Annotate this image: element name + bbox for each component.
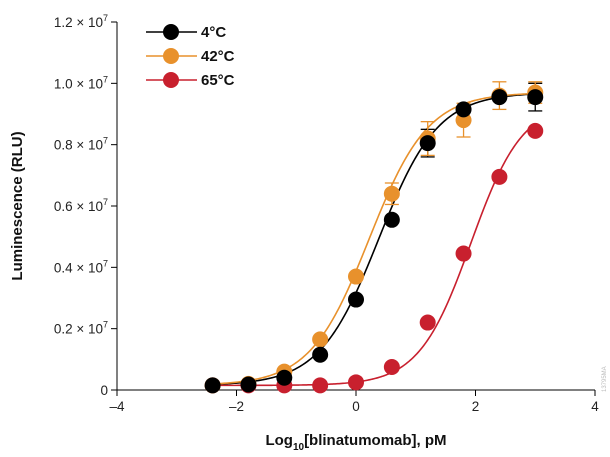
y-tick-label: 0.4 × 107 <box>54 258 108 275</box>
y-tick-label-mantissa: 0.2 × 10 <box>54 322 103 337</box>
fit-curve <box>212 93 536 386</box>
y-tick-label: 1.2 × 107 <box>54 13 108 30</box>
watermark-code: 13795MA <box>602 366 608 392</box>
y-tick-label-mantissa: 1.2 × 10 <box>54 15 103 30</box>
y-tick-label-exponent: 7 <box>103 197 108 207</box>
data-point <box>419 314 436 331</box>
x-tick-label: 0 <box>352 399 360 414</box>
x-axis-title-main: Log <box>265 432 293 449</box>
error-bars <box>384 81 543 206</box>
y-tick-label-exponent: 7 <box>103 74 108 84</box>
legend-label: 4°C <box>201 24 226 41</box>
data-point <box>455 245 472 262</box>
legend-label: 42°C <box>201 48 235 65</box>
y-tick-label-exponent: 7 <box>103 13 108 23</box>
data-point <box>527 89 544 106</box>
y-tick-label-exponent: 7 <box>103 136 108 146</box>
y-tick-label-exponent: 7 <box>103 258 108 268</box>
y-tick-label: 0.6 × 107 <box>54 197 108 214</box>
y-tick-label-mantissa: 0.6 × 10 <box>54 199 103 214</box>
x-tick-label: –4 <box>109 399 125 414</box>
axes <box>116 22 595 391</box>
y-tick-label-mantissa: 0.8 × 10 <box>54 138 103 153</box>
data-point <box>204 377 221 394</box>
x-tick-label: –2 <box>229 399 244 414</box>
legend-marker <box>163 24 179 40</box>
fit-curve <box>212 92 536 385</box>
fit-curve <box>212 122 536 387</box>
y-tick-label-exponent: 7 <box>103 320 108 330</box>
data-point <box>240 376 257 393</box>
data-point <box>491 168 508 185</box>
x-axis-title: Log10[blinatumomab], pM <box>265 432 446 453</box>
data-point <box>491 89 508 106</box>
data-point <box>419 135 436 152</box>
data-point <box>312 346 329 363</box>
data-point <box>312 377 329 394</box>
data-point <box>455 101 472 118</box>
x-axis-title-subscript: 10 <box>293 442 305 453</box>
data-point <box>383 359 400 375</box>
x-tick-label: 4 <box>591 399 599 414</box>
data-point <box>527 122 544 139</box>
legend: 4°C 42°C 65°C <box>146 24 235 89</box>
legend-label: 65°C <box>201 72 235 89</box>
y-tick-label-mantissa: 0.4 × 10 <box>54 260 103 275</box>
data-point <box>276 369 293 386</box>
y-tick-label-mantissa: 1.0 × 10 <box>54 76 103 91</box>
data-point <box>348 374 364 391</box>
y-tick-label: 1.0 × 107 <box>54 74 108 91</box>
y-tick-label-mantissa: 0 <box>100 383 108 398</box>
x-tick-label: 2 <box>472 399 480 414</box>
data-points <box>204 84 544 394</box>
y-tick-label: 0.8 × 107 <box>54 136 108 153</box>
y-axis-title: Luminescence (RLU) <box>9 131 26 280</box>
y-tick-label: 0.2 × 107 <box>54 320 108 337</box>
legend-marker <box>163 72 179 88</box>
x-axis-title-rest: [blinatumomab], pM <box>304 432 447 449</box>
y-tick-label: 0 <box>100 383 108 398</box>
legend-marker <box>163 48 179 64</box>
data-point <box>312 331 329 348</box>
fit-curves <box>212 92 536 387</box>
data-point <box>383 185 400 202</box>
data-point <box>348 291 364 308</box>
data-point <box>348 268 364 285</box>
data-point <box>383 211 400 228</box>
